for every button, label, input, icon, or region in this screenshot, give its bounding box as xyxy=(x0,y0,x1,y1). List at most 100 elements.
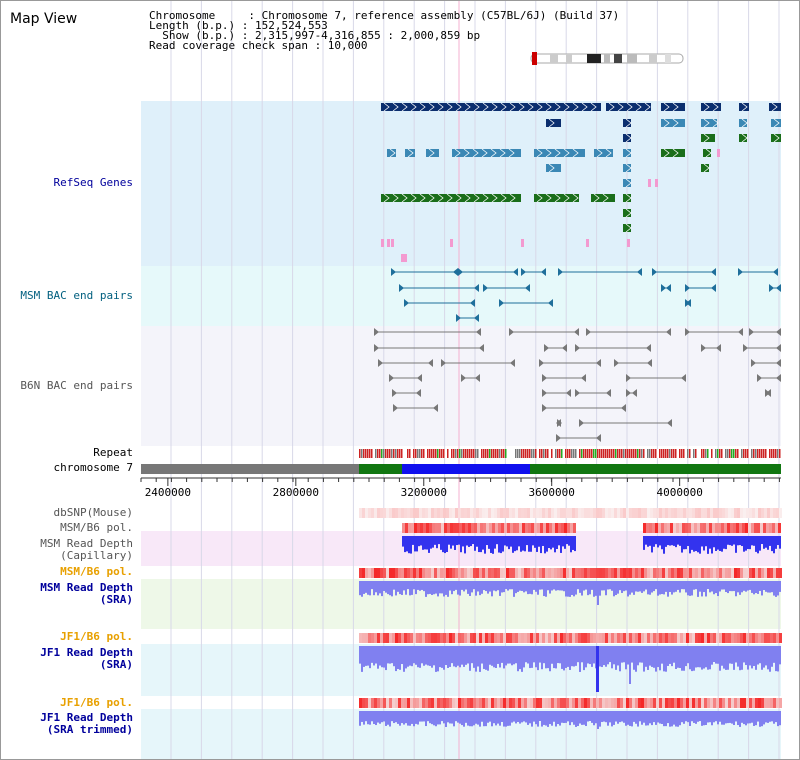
msm-capillary-depth-bar xyxy=(643,536,645,550)
msm-sra-depth-bar xyxy=(437,581,439,597)
repeat-element xyxy=(431,449,433,458)
msm-b6-pol-cell xyxy=(537,523,540,533)
msm-capillary-depth-bar xyxy=(747,536,749,549)
gene-strand-arrow xyxy=(410,102,417,112)
gene-strand-arrow xyxy=(572,193,579,203)
msm-b6-pol-cell xyxy=(700,523,703,533)
jf1-b6-pol-trim-cell xyxy=(359,698,362,708)
jf1-trim-depth-bar xyxy=(737,711,739,726)
jf1-b6-pol-trim-cell xyxy=(458,698,461,708)
msm-capillary-depth-bar xyxy=(464,536,466,554)
jf1-b6-pol-trim-cell xyxy=(575,698,578,708)
jf1-b6-pol-trim-cell xyxy=(401,698,404,708)
jf1-trim-depth-bar xyxy=(593,711,595,726)
jf1-trim-depth-bar xyxy=(681,711,683,723)
msm-sra-depth-bar xyxy=(433,581,435,595)
msm-b6-pol-sra-cell xyxy=(695,568,698,578)
jf1-trim-depth-bar xyxy=(373,711,375,724)
jf1-b6-pol-cell xyxy=(614,633,617,643)
msm-sra-depth-bar xyxy=(519,581,521,591)
dbsnp-cell xyxy=(482,508,485,518)
jf1-trim-depth-bar xyxy=(487,711,489,723)
msm-capillary-depth-bar xyxy=(657,536,659,548)
dbsnp-cell xyxy=(398,508,401,518)
jf1-b6-pol-trim-cell xyxy=(710,698,713,708)
msm-b6-pol-sra-cell xyxy=(485,568,488,578)
repeat-element xyxy=(629,449,631,458)
repeat-element xyxy=(457,449,459,458)
jf1-b6-pol-trim-cell xyxy=(503,698,506,708)
msm-sra-depth-bar xyxy=(699,581,701,592)
dbsnp-cell xyxy=(374,508,377,518)
msm-b6-pol-sra-cell xyxy=(467,568,470,578)
jf1-sra-depth-bar xyxy=(497,646,499,664)
repeat-element xyxy=(523,449,525,458)
jf1-b6-pol-trim-cell xyxy=(653,698,656,708)
repeat-element xyxy=(589,449,591,458)
jf1-trim-depth-bar xyxy=(421,711,423,722)
msm-sra-depth-bar xyxy=(725,581,727,592)
jf1-trim-depth-bar xyxy=(579,711,581,724)
msm-sra-depth-bar xyxy=(705,581,707,597)
repeat-element xyxy=(773,449,775,458)
jf1-sra-depth-bar xyxy=(649,646,651,666)
repeat-element xyxy=(731,449,733,458)
jf1-b6-pol-trim-cell xyxy=(671,698,674,708)
jf1-b6-pol-trim-cell xyxy=(743,698,746,708)
dbsnp-cell xyxy=(644,508,647,518)
jf1-b6-pol-cell xyxy=(776,633,779,643)
refseq-gene-pink xyxy=(401,254,407,262)
repeat-element xyxy=(595,449,597,458)
jf1-b6-pol-trim-cell xyxy=(494,698,497,708)
jf1-trim-depth-bar xyxy=(367,711,369,725)
msm-sra-depth-bar xyxy=(737,581,739,593)
msm-b6-pol-sra-cell xyxy=(545,568,548,578)
repeat-element xyxy=(407,449,409,458)
msm-b6-pol-cell xyxy=(679,523,682,533)
jf1-b6-pol-cell xyxy=(392,633,395,643)
jf1-sra-depth-bar xyxy=(361,646,363,672)
msm-sra-depth-bar xyxy=(661,581,663,595)
jf1-trim-depth-bar xyxy=(677,711,679,727)
repeat-element xyxy=(501,449,503,458)
msm-b6-pol-sra-cell xyxy=(779,568,782,578)
b6n-bac-pair-end xyxy=(510,359,515,367)
jf1-b6-pol-trim-cell xyxy=(773,698,776,708)
coverage-line: Read coverage check span : 10,000 xyxy=(149,39,368,52)
msm-b6-pol-sra-cell xyxy=(452,568,455,578)
jf1-trim-depth-bar xyxy=(489,711,491,722)
show-line: Show (b.p.) : 2,315,997-4,316,855 : 2,00… xyxy=(149,29,481,42)
jf1-b6-pol-trim-cell xyxy=(461,698,464,708)
msm-sra-depth-bar xyxy=(753,581,755,595)
msm-sra-depth-bar xyxy=(687,581,689,596)
b6n-bac-pair-end xyxy=(441,359,446,367)
msm-sra-depth-bar xyxy=(611,581,613,591)
repeat-element xyxy=(747,449,749,458)
msm-capillary-depth-bar xyxy=(659,536,661,546)
repeat-element xyxy=(525,449,527,458)
msm-sra-depth-bar xyxy=(597,581,599,605)
jf1-b6-pol-trim-cell xyxy=(485,698,488,708)
msm-capillary-depth-bar xyxy=(472,536,474,545)
dbsnp-cell xyxy=(566,508,569,518)
jf1-b6-pol-cell xyxy=(437,633,440,643)
gene-strand-arrow xyxy=(608,102,615,112)
jf1-b6-pol-cell xyxy=(662,633,665,643)
ideogram-band xyxy=(566,54,572,63)
jf1-sra-depth-bar xyxy=(599,646,601,667)
jf1-b6-pol-cell xyxy=(701,633,704,643)
jf1-b6-pol-cell xyxy=(410,633,413,643)
gene-strand-arrow xyxy=(548,118,555,128)
msm-bac-pair-end xyxy=(652,268,657,276)
repeat-element xyxy=(777,449,779,458)
jf1-trim-depth-bar xyxy=(617,711,619,724)
repeat-element xyxy=(489,449,491,458)
jf1-trim-depth-bar xyxy=(753,711,755,726)
jf1-b6-pol-trim-cell xyxy=(437,698,440,708)
jf1-sra-depth-bar xyxy=(701,646,703,670)
dbsnp-cell xyxy=(362,508,365,518)
b6n-bac-pair-end xyxy=(632,389,637,397)
msm-sra-depth-bar xyxy=(685,581,687,593)
jf1-b6-pol-trim-cell xyxy=(683,698,686,708)
